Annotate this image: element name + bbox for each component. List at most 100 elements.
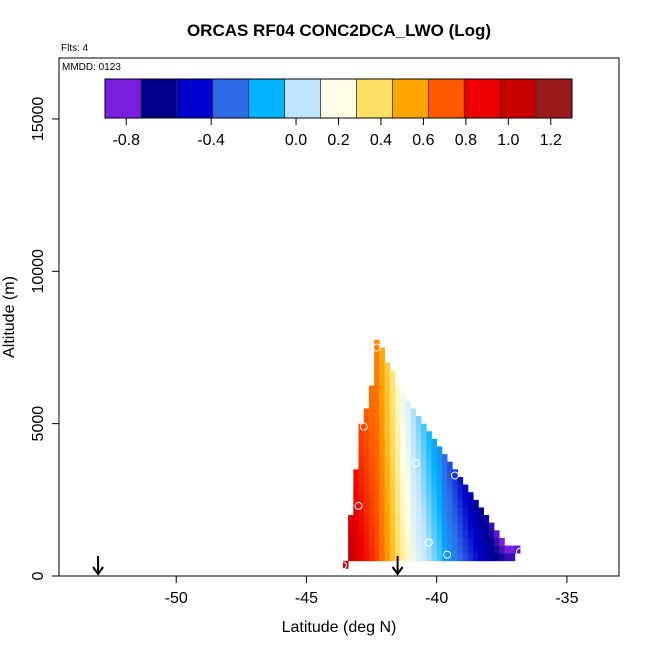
heatmap-cell [369,515,375,523]
colorbar-swatch [356,79,392,118]
heatmap-cell [390,408,396,416]
heatmap-cell [458,477,464,485]
heatmap-cell [458,523,464,531]
heatmap-cell [390,439,396,447]
heatmap-cell [348,553,354,561]
heatmap-cell [400,507,406,515]
heatmap-cell [468,538,474,546]
heatmap-cell [379,401,385,409]
x-axis: -50 -45 -40 -35 [165,576,579,607]
heatmap-cell [379,431,385,439]
heatmap-cell [348,515,354,523]
heatmap-cell [411,523,417,531]
heatmap-cell [359,439,365,447]
heatmap-cell [442,469,448,477]
heatmap-cell [478,507,484,515]
heatmap-cell [390,431,396,439]
heatmap-cell [405,500,411,508]
heatmap-cell [385,424,391,432]
heatmap-cell [353,515,359,523]
colorbar-tick-label: -0.4 [197,132,225,149]
heatmap-cell [379,370,385,378]
heatmap-cell [416,416,422,424]
heatmap-cell [369,538,375,546]
heatmap-cell [478,515,484,523]
heatmap-cell [411,424,417,432]
heatmap-cell [416,507,422,515]
heatmap-cell [400,523,406,531]
heatmap-cell [452,546,458,554]
heatmap-cell [499,553,505,561]
heatmap-cell [411,439,417,447]
heatmap-cell [379,500,385,508]
heatmap-cell [442,500,448,508]
heatmap-cell [364,477,370,485]
heatmap-cell [369,500,375,508]
colorbar-tick-label: 1.0 [497,132,519,149]
heatmap-cell [442,523,448,531]
heatmap-cell [379,393,385,401]
heatmap-cell [353,553,359,561]
heatmap-cell [364,507,370,515]
heatmap-cell [468,515,474,523]
heatmap-cell [431,477,437,485]
heatmap-cell [426,469,432,477]
heatmap-cell [359,485,365,493]
heatmap-cell [411,530,417,538]
heatmap-cell [473,523,479,531]
heatmap-cell [359,492,365,500]
heatmap-cell [489,553,495,561]
heatmap-cell [473,530,479,538]
heatmap-cell [411,477,417,485]
heatmap-cell [421,447,427,455]
heatmap-cell [374,515,380,523]
heatmap-cell [411,546,417,554]
heatmap-cell [385,538,391,546]
heatmap-cell [385,378,391,386]
heatmap-cell [405,492,411,500]
heatmap-cell [379,507,385,515]
heatmap-cell [504,546,510,554]
heatmap-cell [385,469,391,477]
heatmap-cell [374,485,380,493]
heatmap-cell [416,439,422,447]
heatmap-cell [431,492,437,500]
heatmap-cell [463,538,469,546]
heatmap-cell [426,447,432,455]
heatmap-cell [369,546,375,554]
heatmap-cell [359,553,365,561]
colorbar-tick-label: 0.0 [285,132,307,149]
heatmap-cell [468,546,474,554]
heatmap-cell [510,546,516,554]
heatmap-cell [405,546,411,554]
colorbar-swatch [500,79,536,118]
heatmap-cell [390,370,396,378]
heatmap-cell [510,553,516,561]
colorbar: -0.8 -0.4 0.0 0.2 0.4 0.6 0.8 1.0 1.2 [105,79,572,149]
heatmap-cell [374,431,380,439]
colorbar-swatch [536,79,572,118]
heatmap-cell [431,439,437,447]
heatmap-cell [416,431,422,439]
heatmap-cell [379,408,385,416]
heatmap-cell [369,393,375,401]
colorbar-tick-label: -0.8 [112,132,140,149]
heatmap-cell [405,477,411,485]
heatmap-cell [400,424,406,432]
heatmap-cell [400,447,406,455]
heatmap-cell [390,523,396,531]
heatmap-cell [390,530,396,538]
x-tick-label: -35 [555,590,578,607]
heatmap-cell [385,523,391,531]
heatmap-cell [390,416,396,424]
heatmap-cell [390,538,396,546]
heatmap-cell [348,523,354,531]
heatmap-cell [369,424,375,432]
heatmap-cell [400,538,406,546]
heatmap-cell [374,378,380,386]
heatmap-cell [379,416,385,424]
heatmap-cell [437,500,443,508]
heatmap-cell [468,492,474,500]
heatmap-cell [379,553,385,561]
